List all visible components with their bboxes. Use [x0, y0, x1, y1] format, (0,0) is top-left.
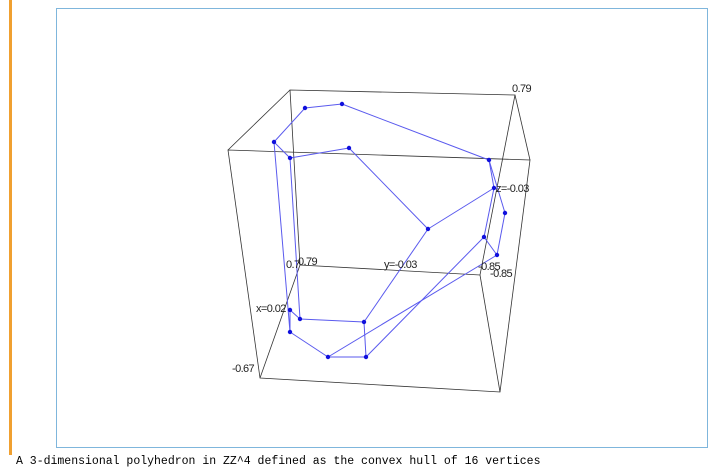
vertex	[481, 234, 487, 240]
vertex	[287, 155, 293, 161]
edge	[363, 321, 367, 358]
axis-label: 0.79	[298, 256, 317, 268]
axis-label: -0.67	[232, 363, 255, 375]
edge	[483, 187, 495, 238]
bounding-box	[227, 89, 531, 393]
edge	[273, 141, 291, 159]
vertex	[339, 101, 345, 107]
edge	[488, 159, 506, 214]
output-caption: A 3-dimensional polyhedron in ZZ^4 defin…	[16, 455, 541, 468]
vertex	[494, 252, 500, 258]
vertex	[346, 145, 352, 151]
vertex	[361, 319, 367, 325]
cell-indicator	[9, 0, 12, 455]
axis-label: -0.85	[490, 268, 513, 280]
edge	[299, 318, 365, 323]
vertex	[271, 139, 277, 145]
edge	[289, 147, 350, 159]
edge	[289, 309, 301, 320]
edge	[327, 254, 498, 358]
edge	[273, 107, 306, 143]
axis-label: z=-0.03	[496, 183, 529, 195]
edge	[483, 236, 498, 256]
polyhedron-vertices	[271, 101, 508, 360]
axis-label: 0.7	[286, 259, 300, 271]
edge	[365, 236, 485, 358]
vertex	[297, 316, 303, 322]
edge	[488, 159, 495, 189]
vertex	[363, 354, 369, 360]
edge	[496, 212, 506, 256]
polyhedron-plot: 0.79 z=-0.03 0.7 0.79 y=-0.03 -0.85 -0.8…	[227, 83, 532, 393]
edge	[341, 103, 490, 161]
edge	[273, 141, 291, 333]
edge	[363, 228, 429, 323]
vertex	[502, 210, 508, 216]
polyhedron-edges	[273, 103, 506, 358]
edge	[348, 147, 429, 230]
edge	[289, 331, 329, 358]
vertex	[287, 329, 293, 335]
axis-label: -0.85	[478, 261, 501, 273]
vertex	[302, 105, 308, 111]
vertex	[425, 226, 431, 232]
edge	[427, 187, 495, 230]
vertex	[325, 354, 331, 360]
vertex	[287, 307, 293, 313]
vertex	[491, 185, 497, 191]
axis-label: 0.79	[512, 83, 531, 95]
plot-frame	[56, 8, 708, 448]
edge	[304, 103, 343, 109]
axis-label: y=-0.03	[384, 259, 417, 271]
axis-label: x=0.02	[256, 303, 286, 315]
vertex	[486, 157, 492, 163]
edge	[289, 157, 301, 320]
